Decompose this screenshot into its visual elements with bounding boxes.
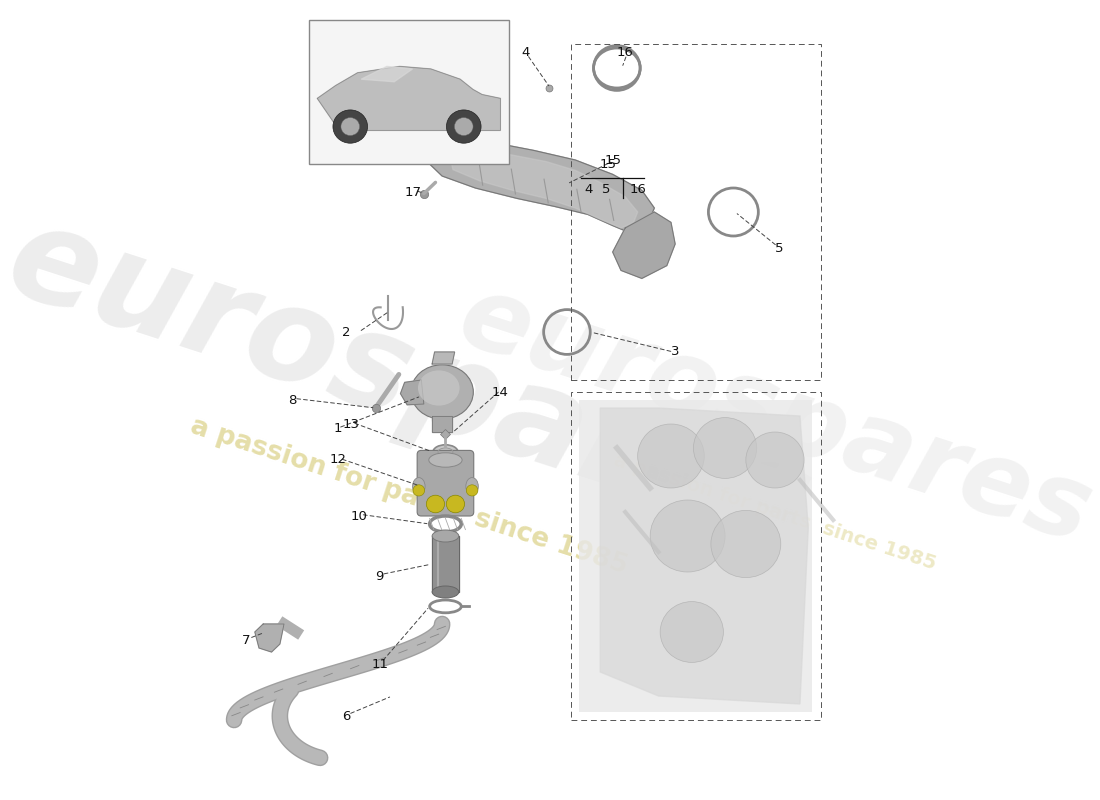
Polygon shape (430, 140, 654, 236)
Text: 17: 17 (405, 186, 421, 198)
Circle shape (341, 118, 360, 135)
Polygon shape (613, 212, 675, 278)
Circle shape (660, 602, 724, 662)
Text: a passion for parts  since 1985: a passion for parts since 1985 (612, 450, 938, 574)
Ellipse shape (465, 478, 478, 495)
Text: 12: 12 (330, 454, 346, 466)
Bar (571, 392, 821, 720)
Text: eurospares: eurospares (447, 266, 1100, 566)
Bar (580, 400, 813, 712)
Bar (309, 20, 508, 164)
Text: 10: 10 (351, 510, 367, 522)
Text: 15: 15 (601, 158, 617, 170)
Text: eurospares: eurospares (0, 194, 825, 574)
Circle shape (693, 418, 757, 478)
Ellipse shape (432, 586, 459, 598)
Circle shape (746, 432, 804, 488)
Circle shape (447, 110, 481, 143)
Ellipse shape (412, 478, 425, 495)
Text: 2: 2 (342, 326, 351, 338)
Text: 6: 6 (342, 710, 351, 722)
Ellipse shape (429, 453, 462, 467)
Polygon shape (317, 66, 500, 130)
Polygon shape (400, 380, 424, 405)
Circle shape (711, 510, 781, 578)
Text: 16: 16 (629, 183, 646, 196)
Circle shape (650, 500, 725, 572)
Polygon shape (361, 66, 412, 82)
Circle shape (466, 485, 477, 496)
Polygon shape (432, 352, 454, 364)
Ellipse shape (411, 365, 473, 419)
Polygon shape (255, 624, 284, 652)
Circle shape (427, 495, 444, 513)
Text: 13: 13 (342, 418, 359, 430)
Bar (571, 44, 821, 380)
Circle shape (333, 110, 367, 143)
Ellipse shape (418, 370, 460, 406)
Text: 14: 14 (492, 386, 509, 398)
Text: 11: 11 (371, 658, 388, 670)
Text: 3: 3 (671, 346, 680, 358)
Polygon shape (432, 536, 459, 592)
Text: 9: 9 (375, 570, 384, 582)
Text: 4  5: 4 5 (585, 183, 611, 196)
FancyBboxPatch shape (417, 450, 474, 516)
Polygon shape (432, 416, 452, 432)
Text: 5: 5 (774, 242, 783, 254)
Polygon shape (601, 408, 808, 704)
Circle shape (454, 118, 473, 135)
Circle shape (638, 424, 704, 488)
Text: 15: 15 (604, 154, 622, 166)
Text: 8: 8 (288, 394, 297, 406)
Circle shape (412, 485, 425, 496)
Polygon shape (450, 152, 638, 228)
Text: 7: 7 (242, 634, 251, 646)
Ellipse shape (433, 445, 458, 459)
Text: 16: 16 (617, 46, 634, 58)
Text: a passion for parts  since 1985: a passion for parts since 1985 (187, 413, 630, 579)
Ellipse shape (432, 530, 459, 542)
Text: 4: 4 (521, 46, 529, 58)
Circle shape (447, 495, 464, 513)
Text: 1: 1 (334, 422, 342, 434)
